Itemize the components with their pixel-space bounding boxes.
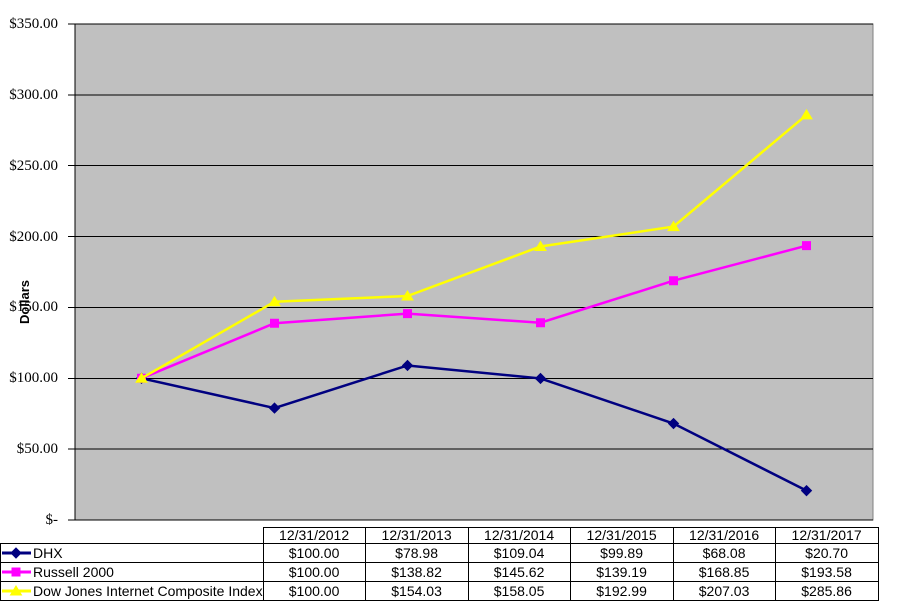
square-marker-icon	[270, 318, 279, 328]
date-header-cell: 12/31/2016	[672, 527, 776, 544]
y-axis-title: Dollars	[17, 279, 32, 325]
y-axis-tick-label: $250.00	[9, 157, 58, 174]
square-marker-icon	[802, 241, 811, 251]
value-cell: $158.05	[467, 581, 571, 601]
table-header-row: 12/31/2012 12/31/2013 12/31/2014 12/31/2015…	[1, 527, 879, 544]
triangle-marker-icon	[135, 372, 148, 383]
legend-cell: DHX	[0, 543, 264, 563]
value-cell: $100.00	[262, 543, 366, 563]
legend-key-triangle-icon	[2, 585, 31, 596]
diamond-marker-icon	[534, 372, 547, 385]
value-cell: $154.03	[364, 581, 469, 601]
legend-cell: Dow Jones Internet Composite Index	[0, 581, 264, 601]
value-cell: $285.86	[774, 581, 879, 601]
value-cell: $100.00	[262, 562, 366, 582]
legend-key-diamond-icon	[2, 547, 31, 559]
table-row: Russell 2000 $100.00 $138.82 $145.62 $139.19…	[0, 562, 879, 582]
triangle-marker-icon	[667, 220, 680, 232]
value-cell: $192.99	[569, 581, 674, 601]
table-blank-corner	[1, 528, 264, 544]
legend-series-label: DHX	[33, 545, 63, 561]
value-cell: $109.04	[467, 543, 571, 563]
table-row: DHX $100.00 $78.98 $109.04 $99.89 $68.08 $20.7…	[0, 543, 879, 563]
value-cell: $68.08	[672, 543, 776, 563]
square-marker-icon	[403, 309, 412, 319]
square-marker-icon	[669, 276, 678, 286]
diamond-marker-icon	[800, 484, 813, 497]
value-cell: $78.98	[364, 543, 469, 563]
legend-cell: Russell 2000	[0, 562, 264, 582]
y-axis-tick-label: $-	[45, 512, 59, 528]
value-cell: $99.89	[569, 543, 674, 563]
value-cell: $100.00	[262, 581, 366, 601]
triangle-marker-icon	[800, 108, 813, 120]
triangle-marker-icon	[401, 290, 414, 301]
triangle-marker-icon	[268, 295, 281, 307]
date-header-cell: 12/31/2015	[569, 527, 674, 544]
diamond-marker-icon	[667, 417, 680, 430]
y-axis-tick-label: $300.00	[9, 86, 58, 103]
value-cell: $207.03	[672, 581, 776, 601]
y-axis-tick-label: $150.00	[9, 299, 58, 316]
series-line-square	[141, 244, 807, 380]
legend-series-label: Dow Jones Internet Composite Index	[33, 583, 263, 599]
series-line-diamond	[141, 364, 808, 492]
y-axis-tick-label: $100.00	[9, 370, 58, 387]
value-cell: $138.82	[364, 562, 469, 582]
diamond-marker-icon	[268, 402, 281, 414]
value-cell: $139.19	[569, 562, 674, 582]
date-header-cell: 12/31/2014	[467, 527, 571, 544]
triangle-marker-icon	[534, 240, 547, 252]
diamond-marker-icon	[401, 359, 414, 372]
date-header-cell: 12/31/2017	[774, 527, 879, 544]
table-row: Dow Jones Internet Composite Index $100.0…	[0, 581, 879, 601]
value-cell: $145.62	[467, 562, 571, 582]
y-axis-tick-label: $50.00	[16, 441, 58, 458]
y-axis-tick-label: $200.00	[9, 228, 58, 245]
value-cell: $20.70	[774, 543, 879, 563]
date-header-cell: 12/31/2013	[364, 527, 469, 544]
value-cell: $193.58	[774, 562, 879, 582]
series-line-triangle	[140, 113, 808, 380]
legend-key-square-icon	[2, 567, 31, 577]
legend-series-label: Russell 2000	[33, 564, 114, 580]
line-chart-plot	[68, 23, 874, 521]
y-axis-tick-label: $350.00	[9, 16, 58, 32]
performance-data-table: 12/31/2012 12/31/2013 12/31/2014 12/31/2015…	[0, 527, 879, 601]
date-header-cell: 12/31/2012	[262, 527, 366, 544]
square-marker-icon	[536, 318, 545, 328]
value-cell: $168.85	[672, 562, 776, 582]
